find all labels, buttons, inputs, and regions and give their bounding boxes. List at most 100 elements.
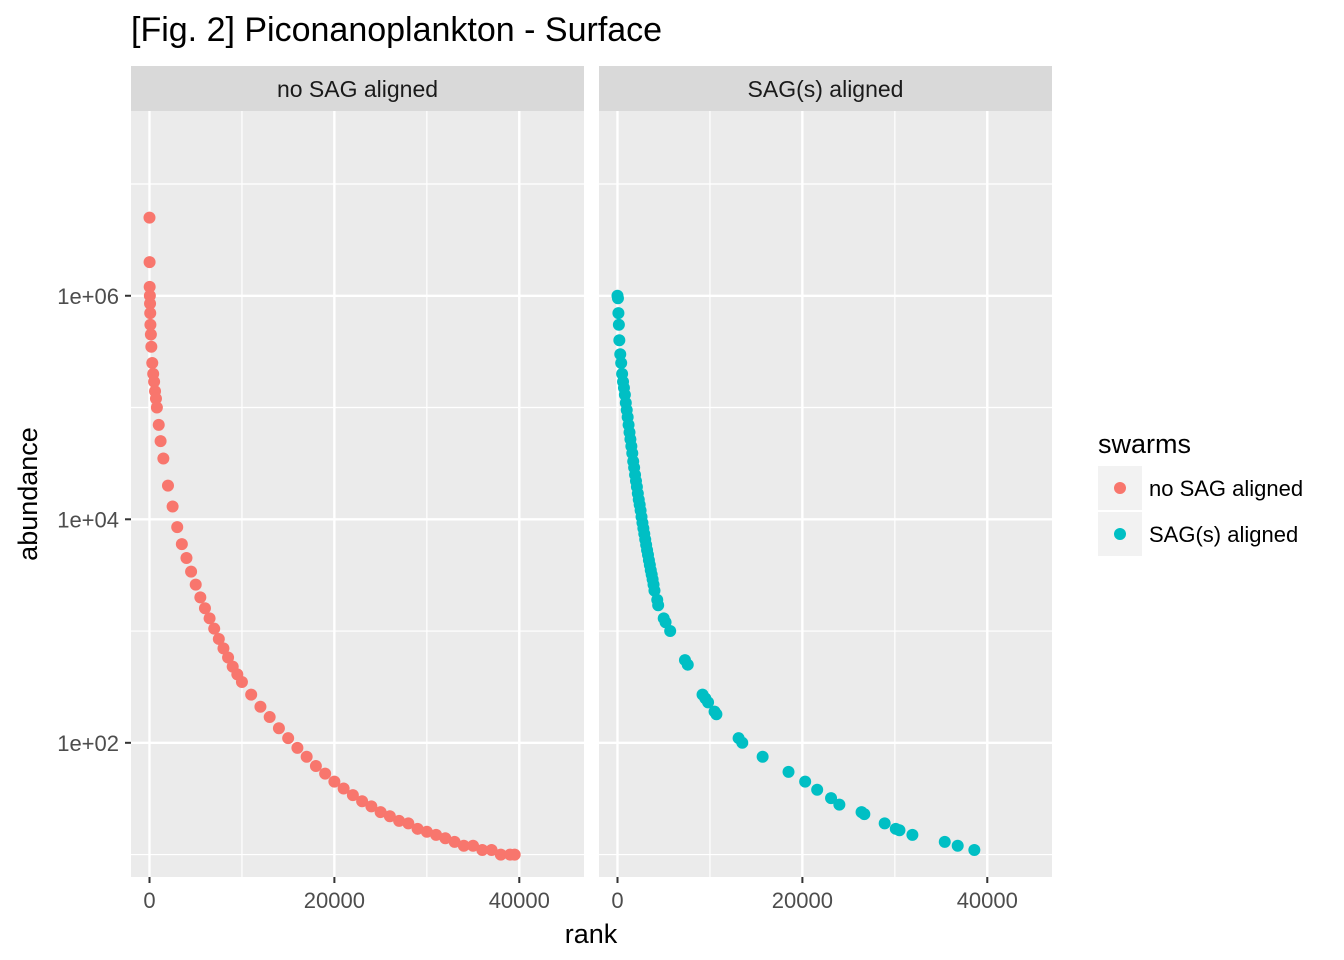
x-tick-label: 40000 — [957, 888, 1018, 913]
data-point — [146, 357, 159, 370]
data-point — [143, 256, 156, 269]
data-point — [906, 828, 919, 841]
data-point — [825, 792, 838, 805]
facet-strip-sag — [599, 66, 1052, 111]
facet-label-sag: SAG(s) aligned — [748, 76, 904, 102]
data-point — [203, 612, 216, 625]
data-point — [152, 418, 165, 431]
y-tick-label: 1e+04 — [57, 507, 119, 532]
data-point — [245, 688, 258, 701]
data-point — [613, 334, 626, 347]
data-point — [217, 642, 230, 655]
x-tick-label: 20000 — [304, 888, 365, 913]
y-tick-label: 1e+02 — [57, 731, 119, 756]
data-point — [145, 340, 158, 353]
data-point — [494, 848, 507, 861]
data-point — [149, 392, 162, 405]
data-point — [194, 591, 207, 604]
data-point — [198, 602, 211, 615]
legend-key-dot — [1114, 482, 1126, 494]
data-point — [833, 798, 846, 811]
data-point — [180, 552, 193, 565]
points-no-sag — [143, 211, 521, 861]
data-point — [393, 814, 406, 827]
data-point — [383, 810, 396, 823]
data-point — [893, 824, 906, 837]
legend-label: SAG(s) aligned — [1149, 522, 1298, 547]
data-point — [467, 839, 480, 852]
data-point — [300, 750, 313, 763]
data-point — [337, 782, 350, 795]
data-point — [756, 750, 769, 763]
data-point — [282, 732, 295, 745]
x-axis-title: rank — [565, 919, 618, 949]
data-point — [272, 722, 285, 735]
data-point — [614, 348, 627, 361]
data-point — [319, 767, 332, 780]
data-point — [968, 843, 981, 856]
facet-label-no-sag: no SAG aligned — [277, 76, 438, 102]
data-point — [938, 835, 951, 848]
data-point — [485, 843, 498, 856]
data-point — [420, 825, 433, 838]
data-point — [150, 401, 163, 414]
data-point — [508, 848, 521, 861]
data-point — [291, 741, 304, 754]
data-point — [878, 817, 891, 830]
data-point — [430, 828, 443, 841]
data-point — [702, 696, 715, 709]
data-point — [652, 599, 665, 612]
data-point — [659, 616, 672, 629]
data-point — [157, 452, 170, 465]
chart-title: [Fig. 2] Piconanoplankton - Surface — [131, 11, 662, 49]
legend-title: swarms — [1098, 429, 1191, 459]
data-point — [346, 789, 359, 802]
y-axis-title: abundance — [13, 427, 43, 561]
data-point — [681, 658, 694, 671]
data-point — [457, 839, 470, 852]
y-axis: 1e+02 1e+04 1e+06 — [57, 284, 131, 756]
data-point — [356, 795, 369, 808]
data-point — [615, 357, 628, 370]
legend-label: no SAG aligned — [1149, 476, 1303, 501]
gridlines-sag — [599, 111, 1052, 877]
data-point — [144, 307, 157, 320]
legend: swarms no SAG aligned SAG(s) aligned — [1098, 429, 1303, 556]
data-point — [951, 839, 964, 852]
data-point — [185, 565, 198, 578]
data-point — [263, 711, 276, 724]
data-point — [166, 500, 179, 513]
gridlines-no-sag — [131, 111, 584, 877]
data-point — [154, 435, 167, 448]
facet-panel-no-sag: no SAG aligned — [131, 66, 584, 877]
facet-strip-no-sag — [131, 66, 584, 111]
data-point — [161, 479, 174, 492]
y-tick-label: 1e+06 — [57, 284, 119, 309]
facet-panel-sag: SAG(s) aligned — [599, 66, 1052, 877]
data-point — [309, 760, 322, 773]
plot-panel-no-sag — [131, 111, 584, 877]
data-point — [212, 632, 225, 645]
x-axis-sag: 0 20000 40000 — [611, 877, 1018, 913]
data-point — [411, 822, 424, 835]
data-point — [476, 843, 489, 856]
x-tick-label: 20000 — [772, 888, 833, 913]
x-tick-label: 0 — [611, 888, 623, 913]
plot-panel-sag — [599, 111, 1052, 877]
data-point — [402, 817, 415, 830]
data-point — [143, 211, 156, 224]
legend-item-sag: SAG(s) aligned — [1098, 512, 1298, 556]
legend-key-dot — [1114, 528, 1126, 540]
data-point — [664, 625, 677, 638]
data-point — [782, 765, 795, 778]
data-point — [439, 832, 452, 845]
data-point — [448, 835, 461, 848]
data-point — [365, 800, 378, 813]
data-point — [143, 280, 156, 293]
data-point — [612, 307, 625, 320]
data-point — [144, 328, 157, 341]
data-point — [612, 318, 625, 331]
data-point — [858, 808, 871, 821]
data-point — [235, 676, 248, 689]
points-sag — [611, 289, 981, 856]
